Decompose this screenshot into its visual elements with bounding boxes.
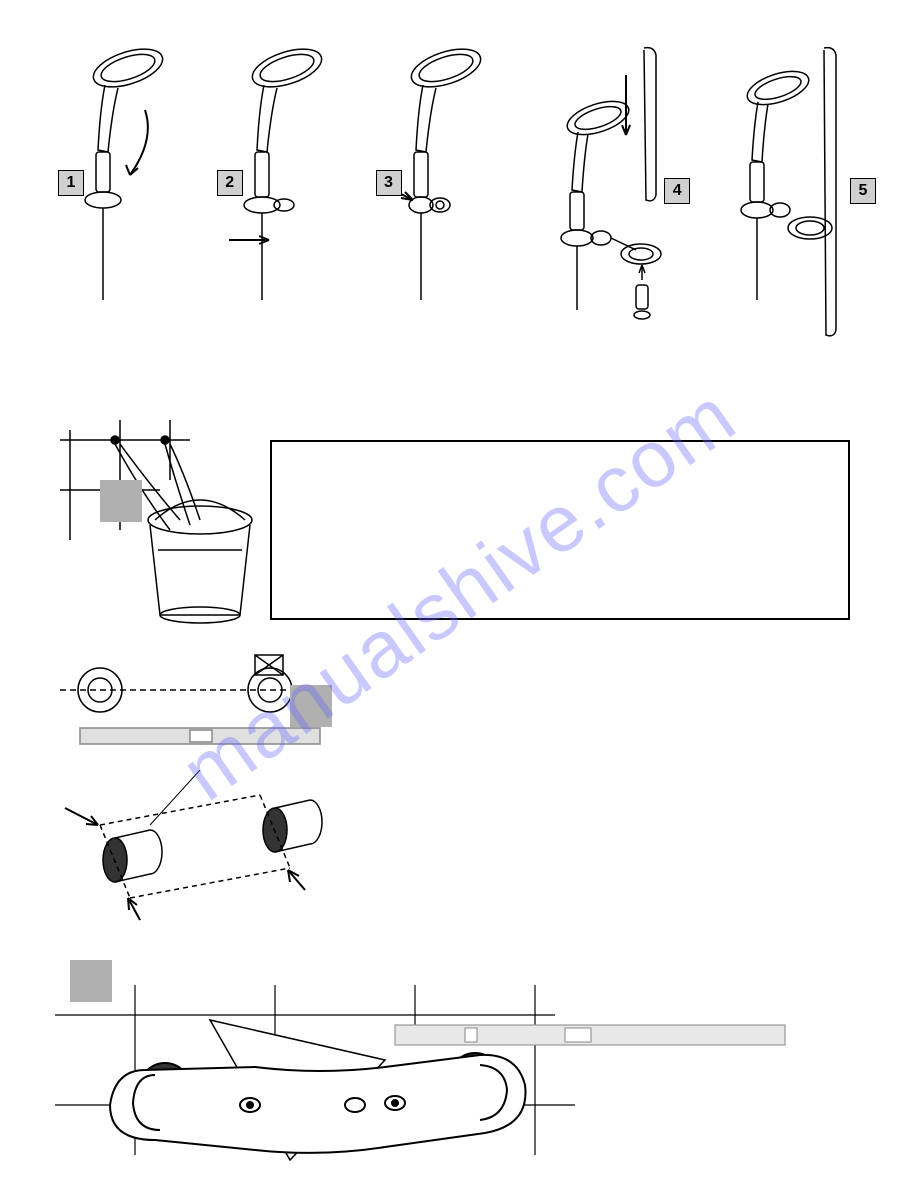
- wall-outlet-3d-section: [50, 770, 370, 940]
- wall-outlets-3d-icon: [50, 770, 370, 940]
- info-box: [270, 440, 850, 620]
- bucket-flush-icon: [60, 420, 280, 630]
- step-2-badge: 2: [217, 170, 243, 196]
- installation-steps-row: 1 2: [50, 40, 880, 350]
- step-1-badge: 1: [58, 170, 84, 196]
- wall-outlet-level-section: ✓: [50, 650, 400, 770]
- alignment-diagram-icon: ✓: [50, 650, 400, 770]
- flush-step-box: [100, 480, 142, 522]
- step-5-badge: 5: [850, 178, 876, 204]
- step-3-panel: 3: [368, 40, 523, 340]
- flush-bucket-section: [60, 420, 280, 630]
- step-5-panel: 5: [710, 40, 880, 340]
- mixer-body-level-icon: [55, 975, 795, 1175]
- step-2-panel: 2: [209, 40, 364, 340]
- step-3-badge: 3: [376, 170, 402, 196]
- step-4-badge: 4: [664, 178, 690, 204]
- step-1-panel: 1: [50, 40, 205, 340]
- level-step-box: [290, 685, 332, 727]
- mixer-body-section: [55, 975, 795, 1175]
- step-4-panel: 4: [526, 40, 706, 340]
